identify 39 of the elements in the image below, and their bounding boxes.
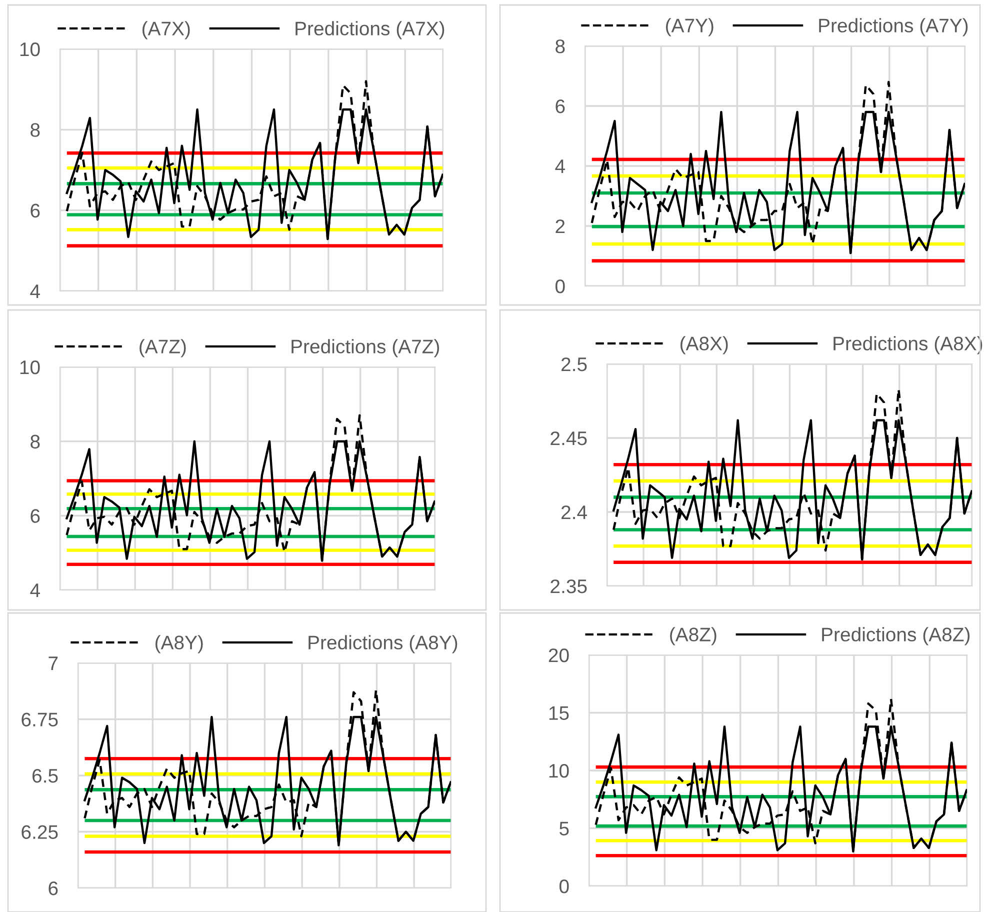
legend-label: (A7Y) xyxy=(666,18,714,36)
legend-label: Predictions (A7Y) xyxy=(819,18,968,36)
y-tick-label: 10 xyxy=(20,360,40,374)
legend-label: (A8X) xyxy=(680,336,728,354)
y-tick-label: 4 xyxy=(30,284,40,298)
y-tick-label: 8 xyxy=(30,123,40,137)
y-tick-label: 6.5 xyxy=(32,768,58,783)
y-tick-label: 2 xyxy=(556,219,565,234)
y-tick-label: 0 xyxy=(556,279,565,294)
y-tick-label: 15 xyxy=(549,706,569,720)
y-tick-label: 6 xyxy=(556,99,565,114)
y-tick-label: 6.75 xyxy=(22,712,58,726)
y-tick-label: 7 xyxy=(48,656,58,670)
y-tick-label: 6 xyxy=(30,509,40,523)
y-tick-label: 8 xyxy=(30,434,40,449)
legend-label: (A7X) xyxy=(142,21,190,40)
y-tick-label: 2.35 xyxy=(550,579,587,594)
y-tick-label: 8 xyxy=(556,39,565,54)
y-tick-label: 6.25 xyxy=(22,825,58,839)
y-tick-label: 20 xyxy=(548,648,569,662)
y-tick-label: 2.5 xyxy=(562,357,587,372)
y-tick-label: 2.45 xyxy=(550,431,587,446)
legend-label: (A8Y) xyxy=(155,635,203,654)
y-tick-label: 10 xyxy=(20,42,40,56)
legend-label: (A7Z) xyxy=(140,339,186,358)
y-tick-label: 5 xyxy=(560,822,569,836)
legend-label: Predictions (A8Y) xyxy=(308,635,458,654)
y-tick-label: 6 xyxy=(30,204,40,218)
legend-label: (A8Z) xyxy=(670,627,716,646)
y-tick-label: 0 xyxy=(560,879,569,894)
y-tick-label: 4 xyxy=(30,584,40,598)
legend-label: Predictions (A8Z) xyxy=(822,627,970,646)
legend-label: Predictions (A7Z) xyxy=(292,339,440,358)
legend-label: Predictions (A7X) xyxy=(296,21,444,40)
legend-label: Predictions (A8X) xyxy=(834,336,982,354)
y-tick-label: 10 xyxy=(549,764,569,778)
y-tick-label: 2.4 xyxy=(562,505,587,520)
y-tick-label: 4 xyxy=(555,160,565,174)
y-tick-label: 6 xyxy=(48,881,58,896)
